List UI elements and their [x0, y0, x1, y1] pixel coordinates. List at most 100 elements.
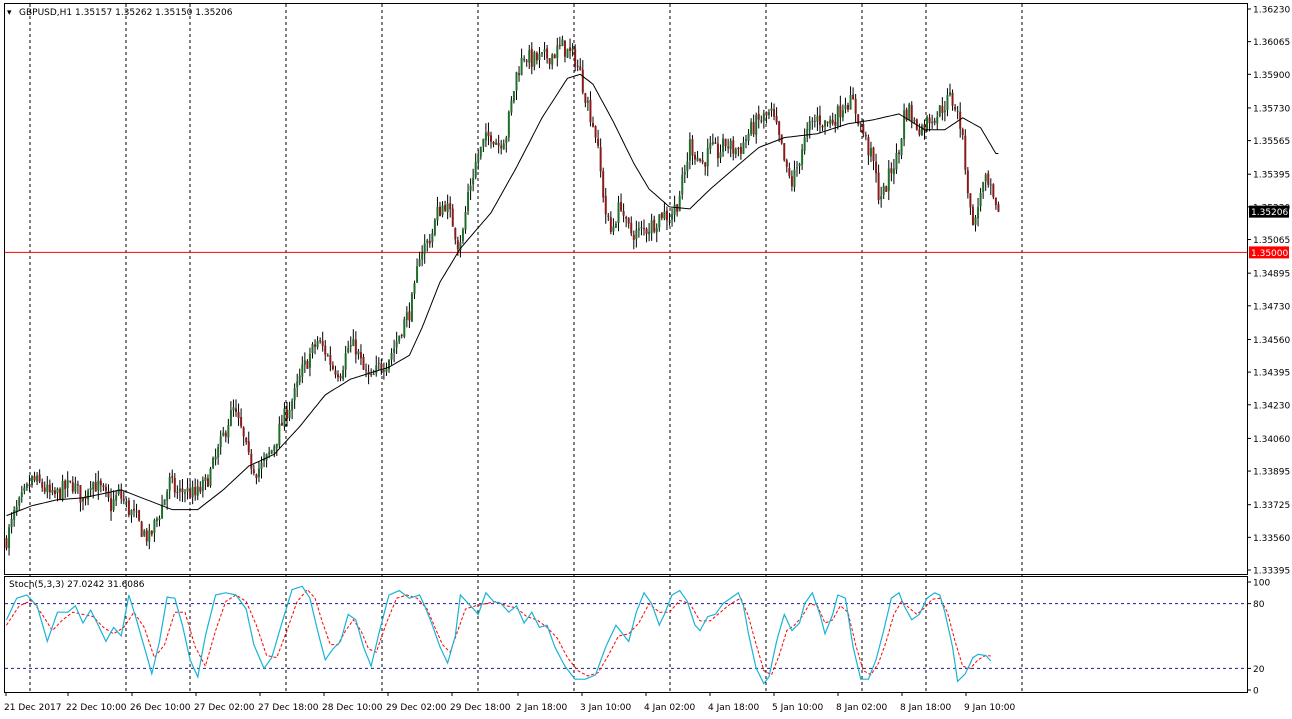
candle-body — [660, 213, 663, 218]
candle-body — [145, 530, 148, 542]
candle-body — [752, 122, 755, 135]
candle-body — [872, 147, 875, 161]
candle-body — [530, 48, 533, 68]
candle-body — [520, 57, 523, 75]
candle-body — [23, 487, 26, 492]
candle-body — [479, 146, 482, 157]
candle-body — [410, 293, 413, 322]
candle-body — [273, 446, 276, 451]
candle-body — [558, 45, 561, 47]
time-tick-label: 2 Jan 18:00 — [516, 703, 568, 713]
candle-body — [214, 456, 217, 460]
candle-body — [235, 408, 237, 412]
price-tick-label: 1.33725 — [1253, 501, 1290, 511]
candle-body — [676, 204, 679, 212]
candle-body — [528, 50, 531, 63]
candle-body — [89, 487, 92, 490]
candle-body — [286, 409, 288, 420]
price-axis: 1.36230 1.36065 1.35900 1.35730 1.35565 1.353… — [1247, 6, 1290, 577]
candle-body — [785, 160, 788, 167]
candle-body — [250, 453, 253, 469]
candle-body — [765, 112, 768, 116]
candle-body — [551, 54, 554, 65]
candle-body — [864, 135, 867, 137]
candle-body — [867, 137, 870, 156]
candle-body — [451, 208, 454, 227]
candle-body — [362, 356, 365, 370]
candle-body — [974, 217, 977, 225]
candle-body — [393, 348, 396, 353]
candle-body — [801, 149, 804, 165]
candle-body — [227, 425, 230, 438]
candle-body — [936, 116, 939, 124]
candle-body — [79, 485, 82, 503]
candle-body — [716, 143, 719, 159]
candle-body — [51, 489, 54, 493]
candle-body — [390, 353, 393, 360]
candle-body — [232, 407, 235, 411]
candle-body — [875, 161, 878, 174]
candle-body — [997, 204, 1000, 212]
price-tick-label: 1.35730 — [1253, 104, 1290, 114]
candle-body — [283, 408, 286, 427]
candle-body — [224, 432, 227, 437]
candle-body — [280, 422, 283, 426]
candle-body — [775, 115, 778, 123]
candle-body — [82, 497, 84, 502]
time-tick-label: 8 Jan 18:00 — [900, 703, 952, 713]
candle-body — [541, 52, 543, 54]
candle-body — [10, 518, 13, 528]
candle-body — [189, 488, 192, 499]
candle-body — [334, 370, 337, 375]
chart-menu-icon[interactable]: ▾ — [7, 8, 12, 18]
time-tick-label: 8 Jan 02:00 — [836, 703, 888, 713]
line-price-label: 1.35000 — [1251, 249, 1288, 259]
candle-body — [966, 170, 969, 194]
candle-body — [176, 491, 179, 493]
candle-body — [497, 142, 500, 146]
symbol-info: GBPUSD,H1 1.35157 1.35262 1.35150 1.3520… — [19, 8, 233, 18]
candle-body — [900, 138, 903, 156]
candle-body — [773, 109, 776, 117]
candle-body — [653, 219, 656, 232]
price-tick-label: 1.34730 — [1253, 302, 1290, 312]
candle-body — [890, 168, 893, 174]
candle-body — [790, 176, 793, 187]
candle-body — [110, 498, 113, 512]
candle-body — [821, 125, 824, 128]
candle-body — [745, 139, 747, 142]
indicator-pane[interactable] — [4, 576, 1248, 693]
candle-body — [910, 105, 913, 122]
candle-body — [487, 131, 490, 137]
price-tick-label: 1.34560 — [1253, 336, 1290, 346]
candle-body — [989, 184, 992, 186]
time-tick-label: 9 Jan 10:00 — [964, 703, 1016, 713]
candle-body — [240, 416, 243, 427]
candle-body — [637, 228, 640, 231]
candle-body — [209, 468, 212, 486]
moving-average-line — [6, 73, 999, 517]
candle-body — [574, 48, 577, 67]
candle-body — [566, 48, 569, 58]
candle-body — [852, 94, 855, 100]
candle-body — [112, 499, 115, 510]
candle-body — [28, 484, 31, 487]
candle-body — [671, 214, 674, 220]
candle-body — [518, 73, 521, 76]
candle-body — [127, 500, 130, 515]
candle-body — [563, 40, 566, 57]
candle-body — [18, 497, 21, 506]
price-pane[interactable] — [4, 3, 1248, 575]
candle-body — [380, 363, 383, 371]
candle-body — [150, 530, 153, 535]
candle-body — [512, 91, 515, 102]
candle-body — [38, 474, 41, 482]
candle-body — [107, 491, 110, 498]
candle-body — [472, 177, 475, 185]
candle-body — [535, 52, 538, 61]
candle-body — [546, 48, 549, 59]
candle-body — [31, 475, 33, 486]
candle-body — [632, 234, 635, 241]
candle-body — [502, 143, 505, 150]
candle-body — [500, 145, 503, 149]
